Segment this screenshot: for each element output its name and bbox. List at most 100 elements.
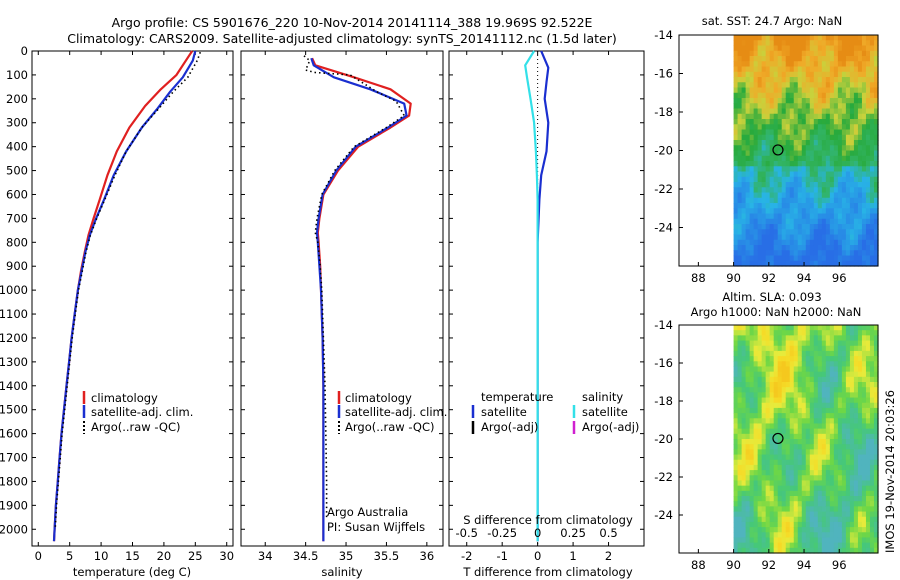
depth-tick-label: 800 [6,235,28,249]
map-cell [737,150,743,157]
map-cell [737,480,743,487]
map-cell [861,239,867,246]
map-cell [753,345,759,352]
map-cell [765,234,771,241]
map-cell [769,475,775,482]
map-cell [865,134,871,141]
map-cell [809,335,815,342]
map-cell [845,87,851,94]
map-cell [805,35,811,41]
map-cell [765,532,771,539]
map-cell [825,176,831,183]
map-cell [865,71,871,78]
map-cell [797,40,803,47]
map-cell [801,45,807,52]
map-cell [801,124,807,131]
map-cell [821,224,827,230]
map-cell [849,350,855,357]
map-cell [841,161,847,167]
depth-tick-label: 1100 [0,307,28,321]
map-cell [837,224,843,230]
map-cell [841,124,847,131]
map-cell [789,501,795,507]
legend-temp-sat-label: satellite [481,405,527,419]
map-cell [857,40,863,47]
map-cell [785,40,791,47]
map-cell [873,496,879,502]
map-cell [873,527,879,533]
map-cell [809,433,815,440]
map-cell [793,537,799,544]
map-cell [785,335,791,342]
map-cell [861,335,867,342]
map-cell [869,350,875,357]
map-cell [793,511,799,518]
map-cell [797,129,803,136]
map-cell [849,234,855,241]
map-cell [829,182,835,188]
map-cell [813,490,819,497]
map-cell [829,192,835,199]
map-cell [861,224,867,230]
map-cell [785,490,791,497]
map-cell [865,208,871,215]
map-cell [777,439,783,445]
map-cell [809,229,815,236]
map-cell [741,203,747,209]
map-cell [829,229,835,236]
map-cell [765,444,771,450]
map-cell [737,459,743,466]
map-cell [761,245,767,251]
map-cell [801,361,807,368]
map-cell [781,134,787,141]
map-cell [757,480,763,487]
map-cell [837,350,843,357]
map-cell [861,532,867,539]
map-cell [841,464,847,471]
map-cell [785,187,791,194]
map-cell [773,103,779,110]
map-cell [745,245,751,251]
map-cell [797,501,803,507]
map-cell [753,464,759,471]
map-cell [809,397,815,404]
map-cell [821,485,827,492]
map-cell [837,345,843,352]
map-cell [845,371,851,378]
map-cell [737,40,743,47]
map-cell [857,387,863,393]
pi-label: PI: Susan Wijffels [327,520,425,534]
map-cell [825,542,831,549]
map-cell [829,98,835,104]
map-cell [769,407,775,414]
map-cell [777,542,783,549]
map-cell [857,176,863,183]
map-cell [825,250,831,257]
map-cell [853,260,859,267]
map-cell [793,45,799,52]
map-cell [785,245,791,251]
map-cell [873,208,879,215]
map-cell [853,140,859,146]
map-cell [849,119,855,125]
map-cell [813,464,819,471]
map-cell [777,480,783,487]
map-cell [829,470,835,476]
s-diff-tick-label: 0 [534,526,541,540]
map-cell [757,532,763,539]
map-cell [809,103,815,110]
map-cell [749,418,755,425]
map-cell [829,506,835,513]
map-cell [853,103,859,110]
map-cell [813,140,819,146]
map-cell [749,407,755,414]
map-cell [789,260,795,267]
map-cell [761,108,767,115]
map-cell [825,464,831,471]
map-cell [821,92,827,99]
map-cell [857,124,863,131]
map-cell [749,250,755,257]
map-cell [753,176,759,183]
map-cell [769,516,775,523]
map-cell [773,345,779,352]
